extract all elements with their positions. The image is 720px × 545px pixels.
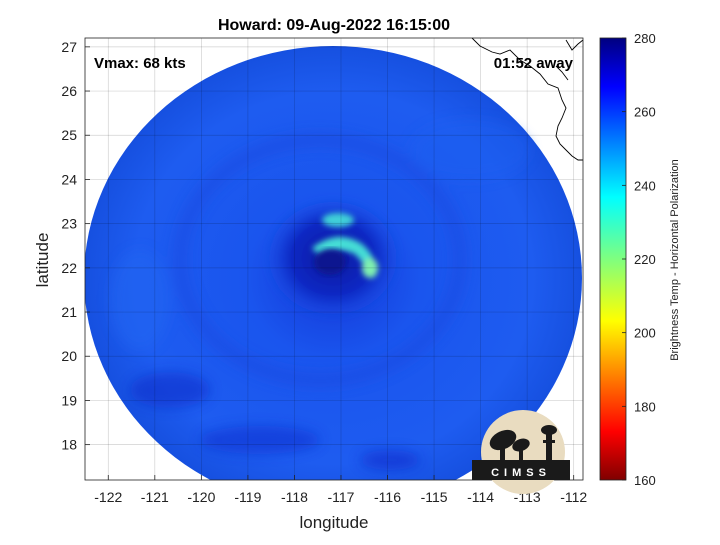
cimss-logo: CIMSS bbox=[472, 410, 570, 494]
y-axis-label: latitude bbox=[33, 233, 52, 288]
vmax-annotation: Vmax: 68 kts bbox=[94, 55, 186, 72]
eye-center bbox=[314, 249, 346, 275]
x-tick-label: -121 bbox=[141, 489, 169, 505]
colorbar-tick-label: 220 bbox=[634, 252, 656, 267]
plot-frame bbox=[84, 37, 584, 481]
colorbar-label: Brightness Temp - Horizontal Polarizatio… bbox=[669, 159, 681, 361]
x-tick-label: -118 bbox=[281, 489, 308, 505]
y-tick-label: 21 bbox=[61, 304, 77, 320]
y-tick-label: 26 bbox=[61, 83, 77, 99]
grid-lines bbox=[85, 38, 583, 480]
x-tick-label: -117 bbox=[327, 489, 354, 505]
time-away-annotation: 01:52 away bbox=[494, 55, 574, 72]
x-tick-label: -122 bbox=[94, 489, 122, 505]
colorbar-tick-label: 200 bbox=[634, 326, 656, 341]
colorbar bbox=[599, 37, 627, 481]
colorbar-tick-label: 260 bbox=[634, 105, 656, 120]
swath-image bbox=[85, 46, 582, 480]
colorbar-tick-label: 160 bbox=[634, 473, 656, 488]
y-tick-label: 25 bbox=[61, 127, 77, 143]
x-tick-label: -114 bbox=[467, 489, 494, 505]
colorbar-tick-label: 280 bbox=[634, 31, 656, 46]
eyewall bbox=[312, 213, 378, 278]
logo-text: CIMSS bbox=[491, 467, 551, 479]
y-tick-label: 22 bbox=[61, 260, 77, 276]
coastline bbox=[471, 38, 583, 161]
y-tick-label: 23 bbox=[61, 216, 77, 232]
x-tick-label: -116 bbox=[374, 489, 401, 505]
y-tick-label: 18 bbox=[61, 437, 77, 453]
y-tick-label: 19 bbox=[61, 392, 77, 408]
x-tick-label: -112 bbox=[560, 489, 587, 505]
x-tick-label: -120 bbox=[187, 489, 215, 505]
x-ticks: -122 -121 -120 -119 -118 -117 -116 -115 -114 -113… bbox=[94, 475, 587, 505]
logo-banner bbox=[472, 460, 570, 480]
x-tick-label: -115 bbox=[421, 489, 448, 505]
x-axis-label: longitude bbox=[299, 513, 368, 532]
colorbar-ticks: 160 180 200 220 240 260 280 bbox=[622, 31, 656, 488]
chart-title: Howard: 09-Aug-2022 16:15:00 bbox=[218, 17, 450, 34]
colorbar-tick-label: 180 bbox=[634, 399, 656, 414]
swath-texture bbox=[110, 120, 530, 470]
y-tick-label: 20 bbox=[61, 348, 77, 364]
y-tick-label: 27 bbox=[61, 39, 77, 55]
y-tick-label: 24 bbox=[61, 171, 77, 187]
logo-dishes bbox=[489, 425, 557, 462]
colorbar-tick-label: 240 bbox=[634, 178, 656, 193]
x-tick-label: -119 bbox=[234, 489, 261, 505]
y-ticks: 18 19 20 21 22 23 24 25 26 27 bbox=[61, 39, 90, 453]
